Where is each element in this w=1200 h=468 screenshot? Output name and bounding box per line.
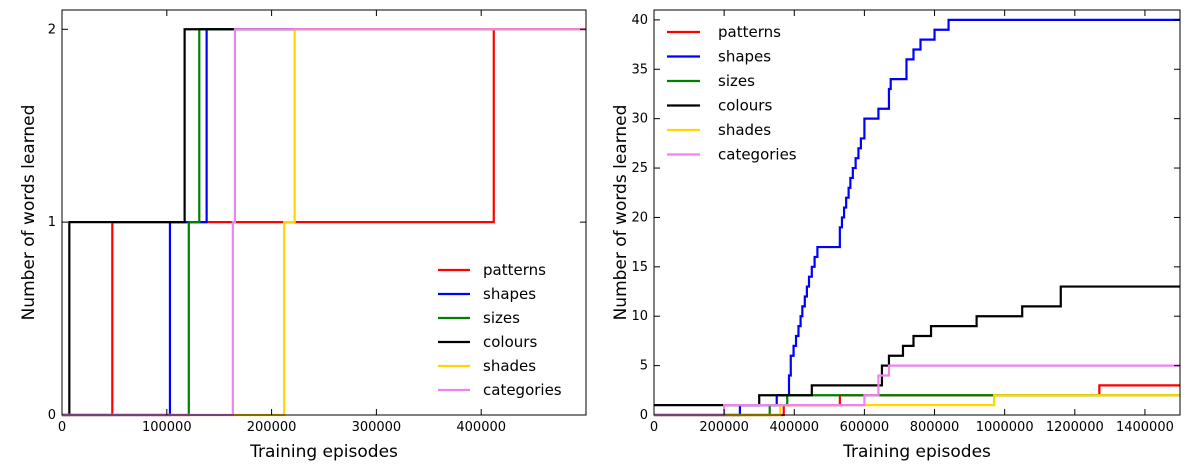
left-x-tick-label: 400000 xyxy=(456,420,506,435)
right-legend: patterns shapes sizes colours shades categori… xyxy=(667,23,797,164)
left-x-axis: 0 100000 200000 300000 400000 xyxy=(58,10,506,435)
right-y-tick-label: 20 xyxy=(631,210,648,225)
right-y-tick-label: 5 xyxy=(640,359,648,374)
right-series-line-categories xyxy=(654,364,1180,417)
left-x-axis-label: Training episodes xyxy=(249,442,398,462)
left-legend-label-patterns: patterns xyxy=(483,261,546,279)
right-y-tick-label: 35 xyxy=(631,62,648,77)
right-x-tick-label: 0 xyxy=(650,420,658,435)
right-x-axis: 0 200000 400000 600000 800000 1000000 1200000 1… xyxy=(650,10,1174,435)
left-legend-label-shapes: shapes xyxy=(483,285,536,303)
left-x-tick-label: 200000 xyxy=(247,420,297,435)
left-x-tick-label: 0 xyxy=(58,420,66,435)
right-x-tick-label: 1400000 xyxy=(1116,420,1174,435)
left-y-axis-label: Number of words learned xyxy=(19,105,39,321)
right-y-tick-label: 40 xyxy=(631,13,648,28)
right-y-tick-label: 30 xyxy=(631,112,648,127)
right-legend-label-colours: colours xyxy=(718,97,772,115)
left-y-tick-label: 2 xyxy=(48,22,56,37)
left-x-tick-label: 300000 xyxy=(352,420,402,435)
left-y-tick-label: 1 xyxy=(48,215,56,230)
right-x-tick-label: 400000 xyxy=(769,420,819,435)
right-x-tick-label: 200000 xyxy=(699,420,749,435)
right-legend-label-sizes: sizes xyxy=(718,72,755,90)
left-x-tick-label: 100000 xyxy=(142,420,192,435)
right-legend-label-shades: shades xyxy=(718,121,771,139)
left-legend-label-sizes: sizes xyxy=(483,309,520,327)
right-legend-label-categories: categories xyxy=(718,146,797,164)
right-legend-label-patterns: patterns xyxy=(718,23,781,41)
right-series-line-colours xyxy=(654,285,1180,407)
left-plot-frame xyxy=(61,9,587,416)
right-y-tick-label: 25 xyxy=(631,161,648,176)
right-y-axis: 0 5 10 15 20 25 30 35 40 xyxy=(631,13,1180,423)
left-y-axis: 0 1 2 xyxy=(48,22,586,423)
right-x-tick-label: 800000 xyxy=(910,420,960,435)
right-x-tick-label: 1200000 xyxy=(1046,420,1104,435)
right-plot-frame xyxy=(653,9,1181,416)
left-y-tick-label: 0 xyxy=(48,408,56,423)
left-legend-label-colours: colours xyxy=(483,333,537,351)
right-y-tick-label: 15 xyxy=(631,260,648,275)
left-legend-label-shades: shades xyxy=(483,357,536,375)
right-series-line-patterns xyxy=(654,384,1180,417)
right-y-tick-label: 10 xyxy=(631,309,648,324)
right-x-axis-label: Training episodes xyxy=(842,442,991,462)
right-series-line-shapes xyxy=(654,18,1180,417)
right-x-tick-label: 1000000 xyxy=(976,420,1034,435)
right-chart: 0 200000 400000 600000 800000 1000000 1200000 1… xyxy=(611,9,1181,462)
left-legend-label-categories: categories xyxy=(483,381,562,399)
right-x-tick-label: 600000 xyxy=(840,420,890,435)
left-legend: patterns shapes sizes colours shades categori… xyxy=(438,261,562,399)
right-legend-label-shapes: shapes xyxy=(718,48,771,66)
left-chart: 0 100000 200000 300000 400000 0 1 2 Training epi… xyxy=(19,9,587,462)
right-y-axis-label: Number of words learned xyxy=(611,105,631,321)
right-y-tick-label: 0 xyxy=(640,408,648,423)
